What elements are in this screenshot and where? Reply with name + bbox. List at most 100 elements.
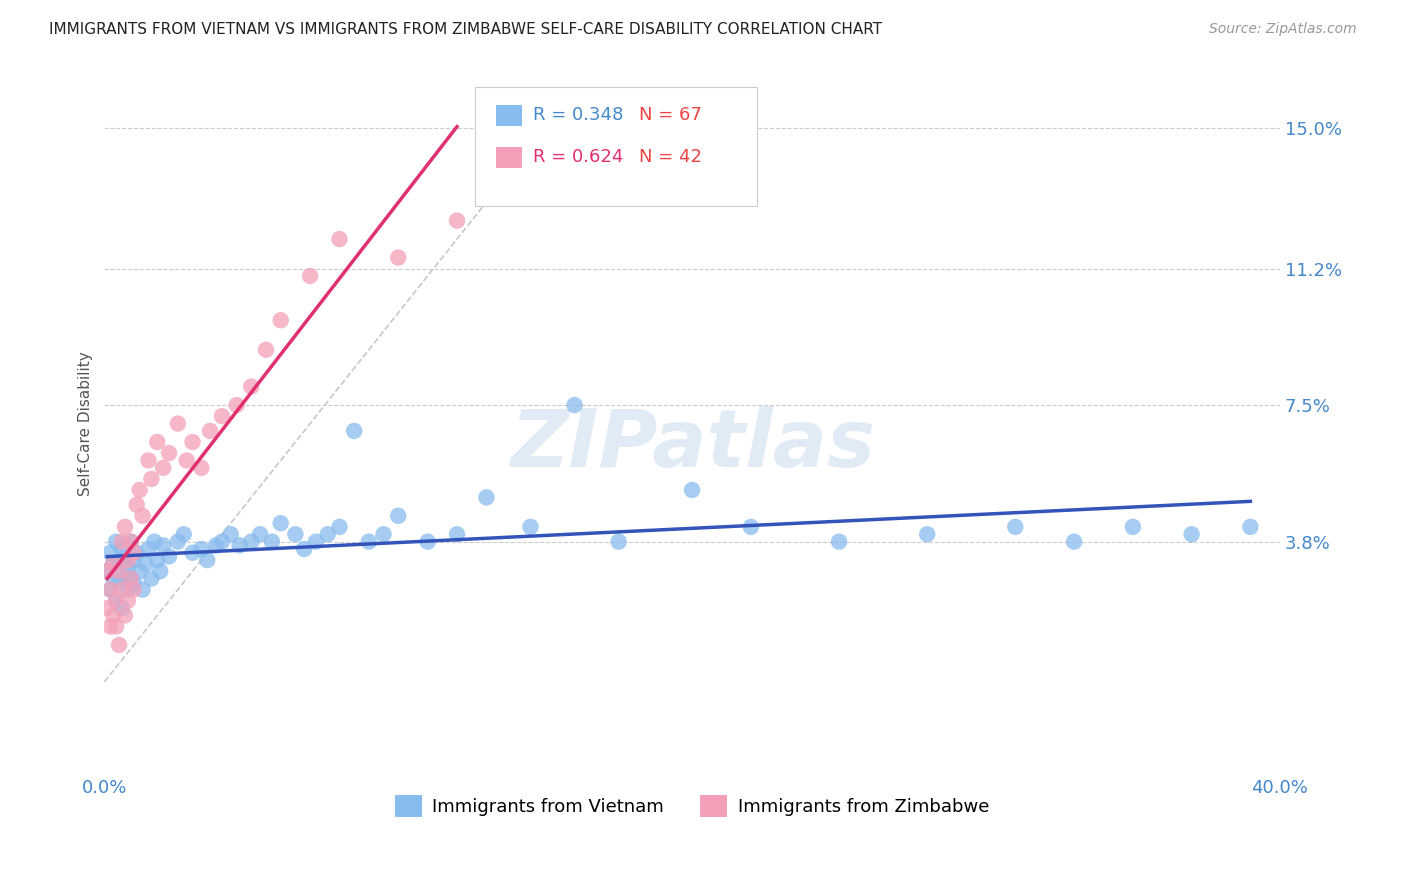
Point: [122, 575, 145, 590]
Point: [225, 398, 247, 412]
Point: [131, 582, 153, 597]
Point: [1239, 520, 1261, 534]
Point: [157, 446, 180, 460]
Point: [915, 527, 938, 541]
Text: IMMIGRANTS FROM VIETNAM VS IMMIGRANTS FROM ZIMBABWE SELF-CARE DISABILITY CORRELA: IMMIGRANTS FROM VIETNAM VS IMMIGRANTS FR…: [49, 22, 883, 37]
Point: [141, 472, 163, 486]
Point: [114, 567, 136, 582]
Point: [260, 534, 283, 549]
Point: [211, 534, 233, 549]
Point: [519, 520, 541, 534]
Point: [157, 549, 180, 564]
Point: [195, 553, 218, 567]
Point: [105, 619, 128, 633]
Point: [475, 491, 498, 505]
Text: R = 0.348: R = 0.348: [533, 106, 624, 124]
Point: [173, 527, 195, 541]
Point: [108, 575, 131, 590]
Point: [103, 608, 125, 623]
FancyBboxPatch shape: [496, 104, 522, 126]
Point: [387, 251, 409, 265]
Point: [98, 582, 121, 597]
Point: [120, 572, 142, 586]
Point: [108, 638, 131, 652]
Point: [138, 453, 160, 467]
Point: [305, 534, 328, 549]
Text: N = 42: N = 42: [640, 148, 702, 166]
Point: [828, 534, 851, 549]
Point: [292, 541, 315, 556]
Point: [681, 483, 703, 497]
Point: [357, 534, 380, 549]
Point: [1181, 527, 1204, 541]
Point: [284, 527, 307, 541]
Point: [117, 560, 139, 574]
Point: [146, 435, 169, 450]
Point: [219, 527, 242, 541]
FancyBboxPatch shape: [475, 87, 756, 206]
Point: [120, 534, 142, 549]
Point: [114, 608, 136, 623]
Point: [134, 557, 156, 571]
Point: [120, 572, 142, 586]
Text: ZIPatlas: ZIPatlas: [509, 406, 875, 483]
Point: [270, 313, 292, 327]
Point: [146, 553, 169, 567]
Point: [103, 557, 125, 571]
Point: [446, 213, 468, 227]
Point: [108, 553, 131, 567]
Point: [111, 582, 134, 597]
Point: [373, 527, 395, 541]
Point: [198, 424, 221, 438]
Legend: Immigrants from Vietnam, Immigrants from Zimbabwe: Immigrants from Vietnam, Immigrants from…: [387, 789, 997, 825]
Point: [125, 498, 148, 512]
Point: [98, 619, 121, 633]
Point: [254, 343, 277, 357]
Point: [131, 508, 153, 523]
Point: [141, 572, 163, 586]
Point: [176, 453, 198, 467]
Point: [152, 460, 174, 475]
Point: [228, 538, 250, 552]
Point: [125, 546, 148, 560]
Point: [387, 508, 409, 523]
Point: [1122, 520, 1144, 534]
Point: [740, 520, 762, 534]
Point: [240, 534, 263, 549]
Point: [143, 534, 166, 549]
Point: [114, 520, 136, 534]
Point: [105, 593, 128, 607]
Point: [1063, 534, 1085, 549]
Point: [96, 564, 118, 578]
Point: [98, 582, 121, 597]
Point: [152, 538, 174, 552]
Point: [181, 435, 204, 450]
Point: [211, 409, 233, 424]
Point: [111, 541, 134, 556]
Point: [122, 546, 145, 560]
Point: [607, 534, 630, 549]
Point: [108, 564, 131, 578]
Point: [416, 534, 439, 549]
FancyBboxPatch shape: [496, 146, 522, 168]
Point: [117, 553, 139, 567]
Point: [166, 534, 188, 549]
Point: [316, 527, 339, 541]
Point: [240, 379, 263, 393]
Point: [299, 268, 322, 283]
Point: [122, 553, 145, 567]
Point: [103, 572, 125, 586]
Point: [105, 593, 128, 607]
Point: [120, 534, 142, 549]
Point: [128, 483, 150, 497]
Point: [190, 541, 212, 556]
Point: [149, 564, 172, 578]
Point: [446, 527, 468, 541]
Point: [96, 601, 118, 615]
Point: [105, 534, 128, 549]
Text: N = 67: N = 67: [640, 106, 702, 124]
Point: [270, 516, 292, 531]
Point: [96, 564, 118, 578]
Point: [249, 527, 271, 541]
Point: [328, 232, 350, 246]
